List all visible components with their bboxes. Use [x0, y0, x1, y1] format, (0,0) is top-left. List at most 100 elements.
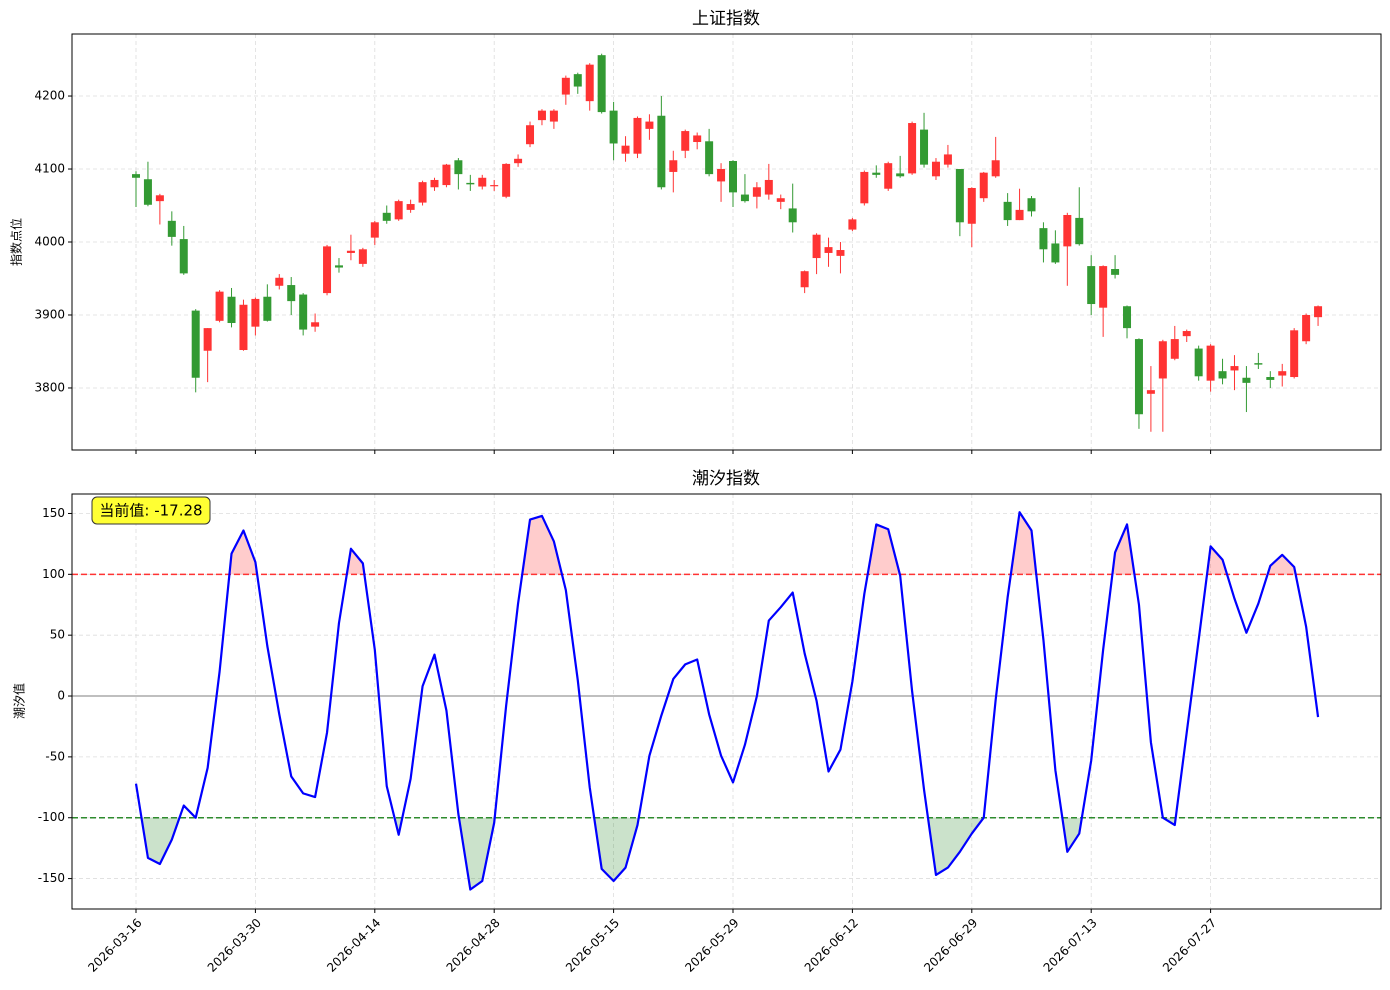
candle-body [1027, 198, 1036, 212]
candle-body [466, 182, 475, 185]
x-tick-label: 2026-03-16 [85, 916, 144, 975]
candle-body [537, 110, 546, 121]
x-tick-label: 2026-05-29 [682, 916, 741, 975]
candle-body [669, 160, 678, 172]
candle-body [287, 285, 296, 302]
candle-body [1218, 371, 1227, 379]
candle-body [788, 208, 797, 223]
candle-body [920, 129, 929, 165]
y-tick-label: 100 [42, 567, 65, 581]
candle-body [729, 160, 737, 193]
candle-body [490, 185, 499, 187]
candle-body [1206, 345, 1215, 381]
candle-body [872, 172, 881, 175]
candle-body [430, 179, 439, 188]
candle-body [1230, 366, 1239, 371]
y-tick-label: 150 [42, 506, 65, 520]
candle-body [549, 110, 558, 122]
candle-body [526, 125, 535, 145]
candle-body [502, 163, 511, 197]
candle-body [657, 115, 666, 188]
candle-body [132, 174, 140, 178]
candle-body [1087, 266, 1096, 305]
candle-body [931, 161, 940, 177]
candle-body [884, 163, 893, 189]
candle-body [370, 222, 379, 238]
candle-body [514, 158, 523, 164]
candle-body [1111, 269, 1120, 275]
candle-body [191, 310, 200, 378]
candle-body [179, 239, 188, 274]
candle-body [1146, 390, 1155, 394]
candle-body [800, 271, 809, 288]
candle-body [693, 135, 702, 143]
candle-body [979, 172, 988, 199]
candle-body [454, 160, 463, 175]
candle-body [406, 204, 415, 210]
candle-body [1075, 217, 1084, 245]
candle-body [764, 179, 773, 195]
candle-body [561, 77, 570, 95]
x-tick-label: 2026-06-29 [921, 916, 980, 975]
candle-body [358, 249, 367, 264]
candle-body [1099, 266, 1108, 308]
candle-body [1302, 314, 1311, 342]
candle-body [1242, 377, 1251, 383]
threshold-fill [141, 817, 1176, 890]
candle-body [955, 169, 964, 223]
candle-body [573, 74, 582, 87]
x-tick-label: 2026-06-12 [802, 916, 861, 975]
candle-body [1182, 331, 1191, 337]
candle-body [442, 164, 451, 186]
x-tick-label: 2026-04-28 [444, 916, 503, 975]
candle-body [1123, 306, 1132, 329]
candle-body [155, 195, 164, 202]
candle-body [323, 246, 332, 294]
y-tick-label: 4000 [34, 235, 65, 249]
plot-frame [71, 33, 1382, 451]
y-tick-label: 4200 [34, 89, 65, 103]
candle-body [991, 160, 1000, 177]
chart-title: 潮汐指数 [692, 469, 760, 489]
y-axis-label: 指数点位 [9, 218, 24, 266]
x-tick-label: 2026-03-30 [205, 916, 264, 975]
candle-body [1158, 341, 1167, 379]
y-tick-label: 4100 [34, 162, 65, 176]
candle-body [1278, 371, 1287, 376]
x-tick-label: 2026-07-27 [1160, 916, 1219, 975]
candle-body [418, 182, 427, 203]
candle-body [263, 296, 272, 321]
y-tick-label: 3800 [34, 380, 65, 394]
candle-body [681, 131, 690, 151]
candle-body [776, 198, 785, 202]
chart-title: 上证指数 [692, 9, 760, 29]
candle-body [717, 169, 726, 182]
candle-body [908, 123, 917, 174]
candle-body [1314, 306, 1323, 318]
candle-body [239, 304, 248, 351]
candle-body [1170, 339, 1179, 359]
candle-body [203, 328, 212, 351]
y-tick-label: -100 [38, 810, 65, 824]
plot-frame [71, 493, 1382, 910]
candle-body [1039, 228, 1048, 250]
threshold-fill [229, 512, 1296, 575]
x-tick-label: 2026-05-15 [563, 916, 622, 975]
candle-body [943, 154, 952, 165]
candle-body [299, 294, 308, 330]
y-axis-label: 潮汐值 [12, 683, 27, 719]
candle-body [645, 121, 654, 129]
candle-body [585, 64, 594, 102]
candle-body [143, 179, 152, 205]
candle-body [334, 265, 343, 268]
candle-body [478, 177, 487, 187]
candle-body [1194, 348, 1203, 377]
candle-body [382, 212, 391, 221]
candle-body [275, 277, 284, 286]
candle-body [633, 117, 642, 154]
candle-body [1015, 209, 1024, 221]
candle-body [896, 173, 905, 177]
candle-body [1254, 363, 1263, 365]
